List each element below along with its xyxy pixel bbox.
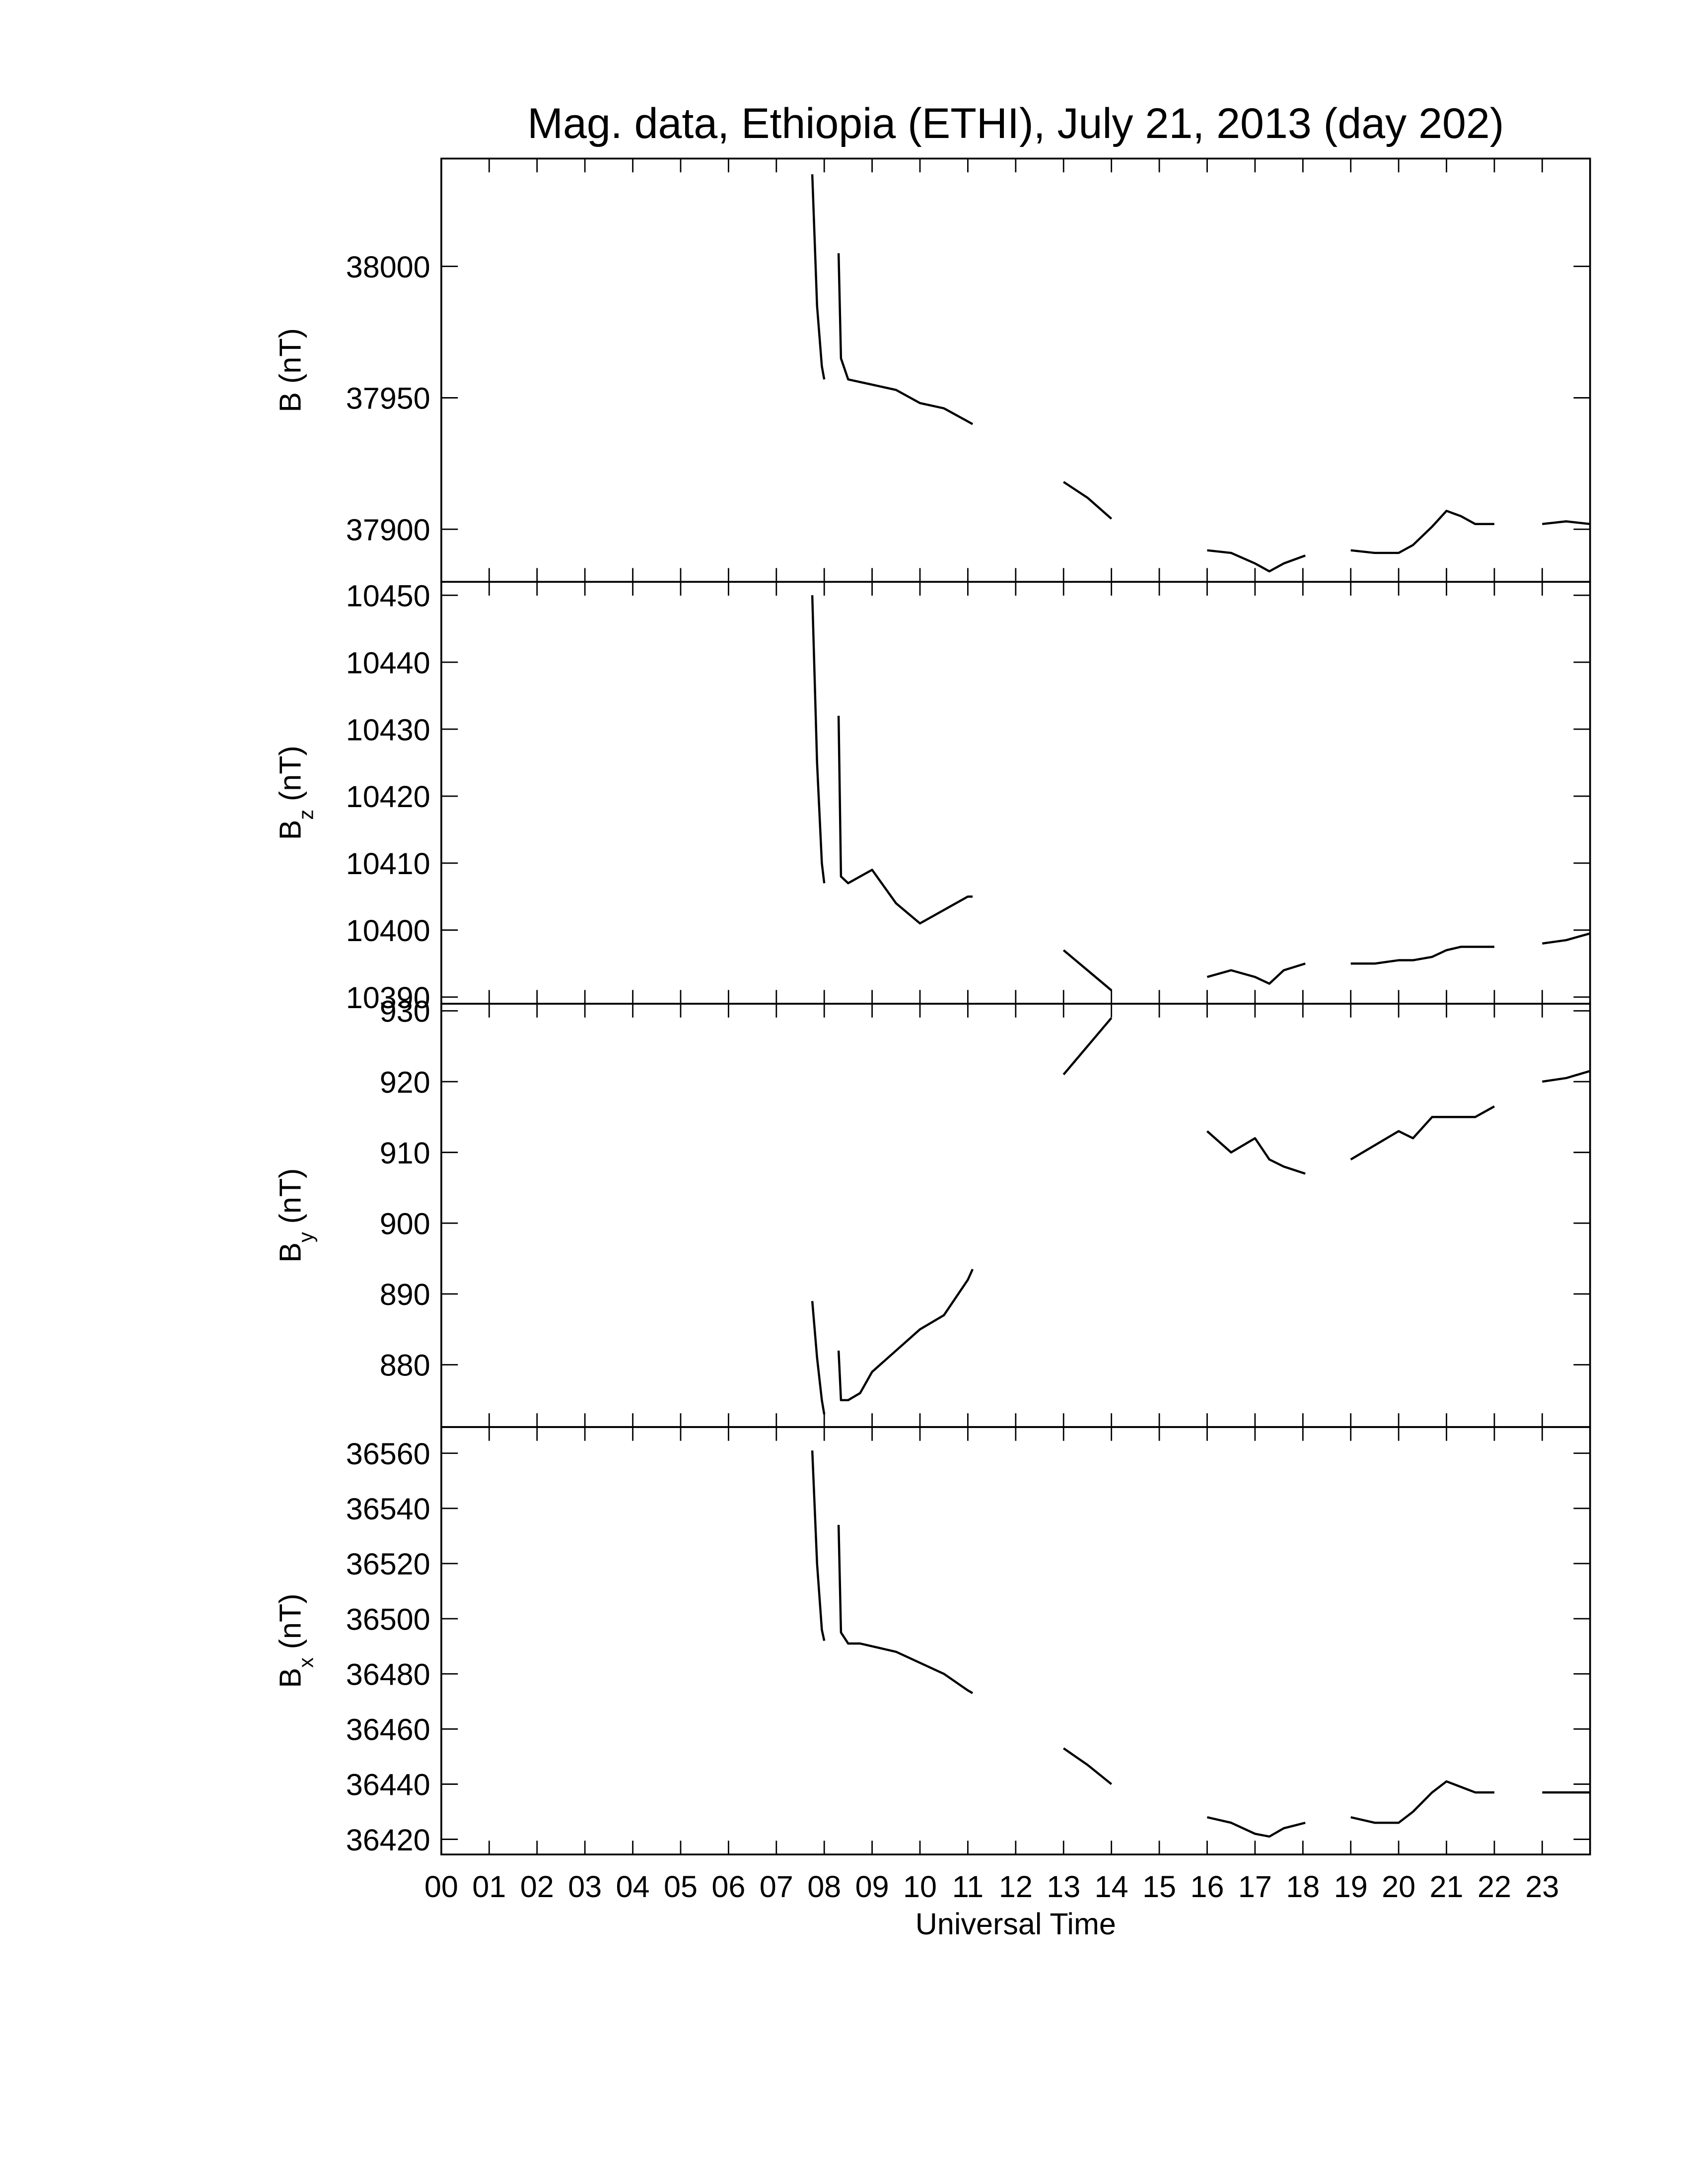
y-tick-label: 37900 (346, 513, 430, 547)
y-axis-label-unit: (nT) (274, 1168, 307, 1224)
x-tick-label: 20 (1382, 1870, 1415, 1904)
y-tick-label: 890 (380, 1278, 430, 1311)
y-tick-label: 10440 (346, 646, 430, 680)
data-line (811, 1450, 1590, 1838)
y-tick-label: 880 (380, 1349, 430, 1382)
x-tick-label: 01 (472, 1870, 506, 1904)
x-tick-label: 04 (616, 1870, 650, 1904)
x-tick-label: 14 (1095, 1870, 1128, 1904)
x-tick-label: 12 (999, 1870, 1033, 1904)
y-tick-label: 10430 (346, 713, 430, 747)
y-axis-label-sub: z (294, 810, 318, 820)
x-tick-label: 23 (1525, 1870, 1559, 1904)
y-tick-label: 38000 (346, 250, 430, 284)
x-tick-label: 15 (1142, 1870, 1176, 1904)
y-axis-label: B (nT) (274, 328, 307, 412)
x-tick-label: 07 (760, 1870, 793, 1904)
y-tick-label: 910 (380, 1136, 430, 1170)
x-tick-label: 22 (1477, 1870, 1511, 1904)
y-axis-label-main: B (274, 1242, 307, 1263)
y-axis-label-unit: (nT) (274, 1593, 307, 1649)
x-tick-label: 21 (1430, 1870, 1464, 1904)
y-tick-label: 36420 (346, 1823, 430, 1857)
x-tick-label: 02 (520, 1870, 554, 1904)
y-tick-label: 36500 (346, 1602, 430, 1636)
data-line (811, 595, 1591, 991)
x-tick-label: 08 (807, 1870, 841, 1904)
y-tick-label: 36540 (346, 1492, 430, 1526)
y-tick-label: 930 (380, 995, 430, 1028)
x-tick-label: 09 (855, 1870, 889, 1904)
x-tick-label: 13 (1047, 1870, 1080, 1904)
x-tick-label: 11 (952, 1870, 984, 1904)
y-tick-label: 36460 (346, 1713, 430, 1747)
x-tick-label: 16 (1190, 1870, 1224, 1904)
y-tick-label: 36560 (346, 1437, 430, 1471)
y-tick-label: 10420 (346, 780, 430, 814)
data-line (811, 174, 1591, 573)
x-tick-label: 00 (424, 1870, 458, 1904)
x-tick-label: 19 (1334, 1870, 1368, 1904)
chart-title: Mag. data, Ethiopia (ETHI), July 21, 201… (527, 100, 1504, 147)
y-tick-label: 36520 (346, 1547, 430, 1581)
y-axis-label: Bx (nT) (274, 1593, 318, 1688)
y-tick-label: 36440 (346, 1768, 430, 1802)
y-tick-label: 36480 (346, 1657, 430, 1691)
y-axis-label: Bz (nT) (274, 746, 318, 840)
y-tick-label: 900 (380, 1207, 430, 1241)
y-tick-label: 920 (380, 1065, 430, 1099)
x-tick-label: 17 (1238, 1870, 1272, 1904)
data-line (811, 1017, 1591, 1415)
y-axis-label-sub: y (294, 1232, 318, 1242)
x-tick-label: 05 (664, 1870, 698, 1904)
x-tick-label: 03 (568, 1870, 602, 1904)
y-tick-label: 10400 (346, 914, 430, 948)
y-tick-label: 10390 (346, 981, 430, 1015)
x-tick-label: 18 (1286, 1870, 1320, 1904)
y-tick-label: 10410 (346, 847, 430, 881)
x-tick-label: 06 (711, 1870, 745, 1904)
y-axis-label-main: B (274, 820, 307, 840)
y-axis-label: By (nT) (274, 1168, 318, 1262)
y-tick-label: 10450 (346, 579, 430, 613)
y-tick-label: 37950 (346, 382, 430, 415)
x-tick-label: 10 (903, 1870, 937, 1904)
x-axis-label: Universal Time (915, 1907, 1116, 1941)
y-axis-label-sub: x (294, 1657, 318, 1668)
y-axis-label-main: B (274, 1668, 307, 1688)
y-axis-label-unit: (nT) (274, 746, 307, 801)
